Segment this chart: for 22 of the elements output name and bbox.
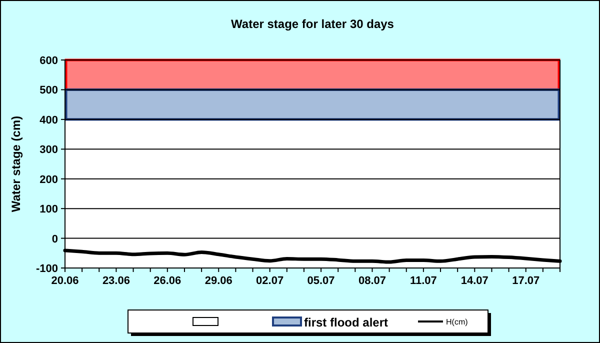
y-axis-title: Water stage (cm) (9, 116, 23, 212)
y-tick-label: -100 (36, 263, 58, 275)
legend-label: H(cm) (446, 318, 468, 326)
x-tick-label: 11.07 (410, 275, 437, 287)
x-tick-label: 29.06 (204, 275, 232, 287)
x-tick-label: 23.06 (102, 275, 130, 287)
x-tick-label: 20.06 (51, 275, 79, 287)
x-tick-label: 05.07 (307, 275, 335, 287)
y-tick-label: 600 (40, 55, 58, 67)
x-tick-label: 14.07 (460, 275, 488, 287)
y-tick-label: 300 (40, 144, 58, 156)
chart-title: Water stage for later 30 days (231, 17, 394, 31)
x-tick-label: 26.06 (154, 275, 182, 287)
y-tick-label: 0 (52, 233, 58, 246)
x-tick-label: 02.07 (256, 275, 284, 287)
legend-label: first flood alert (304, 316, 388, 330)
y-tick-label: 400 (40, 114, 58, 126)
y-tick-label: 100 (40, 204, 58, 216)
x-tick-label: 08.07 (358, 275, 386, 287)
y-tick-label: 200 (40, 174, 58, 186)
x-tick-label: 17.07 (512, 275, 540, 287)
y-tick-label: 500 (40, 84, 58, 97)
